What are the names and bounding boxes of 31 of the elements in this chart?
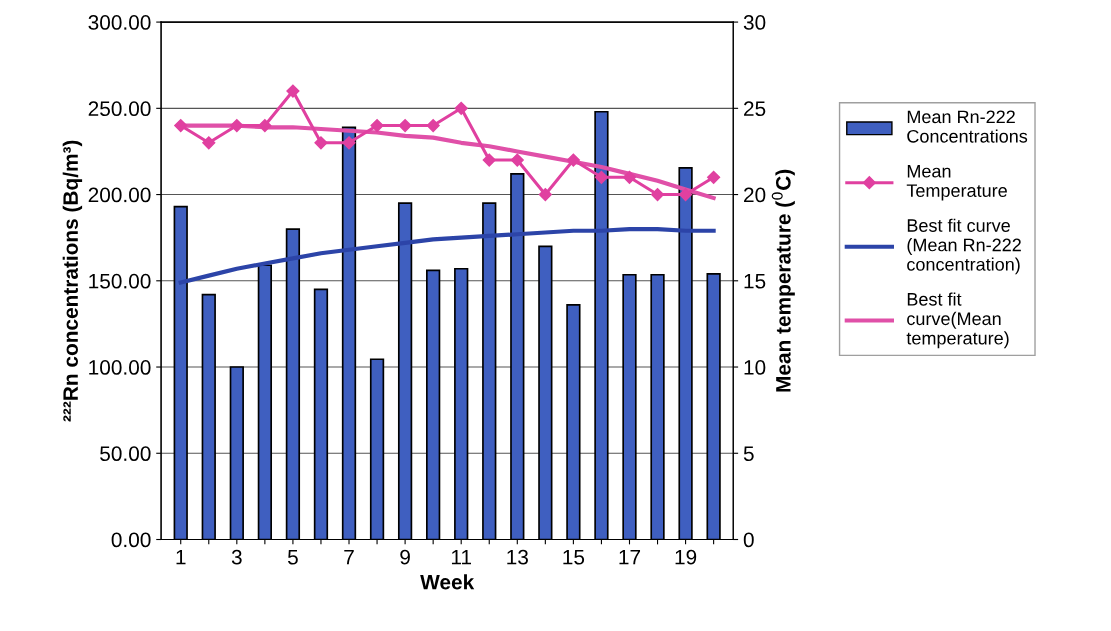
legend-label: Best fit curve (Mean Rn-222 concentration) (907, 218, 1021, 275)
y-axis-title: ²²²Rn concentrations (Bq/m³) (62, 140, 83, 422)
y2-axis-title: Mean temperature ($^{0}$C) (771, 169, 795, 392)
x-tick-label: 7 (344, 549, 354, 565)
x-tick-label: 9 (400, 549, 410, 565)
x-tick-label: 19 (675, 549, 697, 565)
y-tick-label: 300.00 (88, 15, 151, 30)
y2-tick-label: 25 (744, 101, 766, 117)
x-tick-label: 1 (176, 549, 186, 565)
x-tick-label: 5 (287, 549, 298, 565)
y-tick-label: 250.00 (88, 101, 151, 117)
y-tick-label: 200.00 (88, 187, 151, 203)
y-tick-label: 100.00 (89, 360, 151, 375)
x-tick-label: 15 (563, 549, 585, 565)
y2-tick-label: 30 (743, 15, 766, 30)
x-axis-title: Week (420, 574, 475, 590)
x-tick-label: 17 (619, 549, 641, 565)
y2-tick-label: 5 (743, 446, 754, 462)
x-tick-label: 11 (451, 549, 471, 565)
y2-tick-label: 0 (743, 532, 754, 548)
y2-tick-label: 10 (744, 360, 766, 375)
x-tick-label: 13 (507, 549, 528, 565)
y-tick-label: 150.00 (89, 273, 151, 289)
x-tick-label: 3 (231, 549, 242, 565)
y-tick-label: 50.00 (100, 446, 151, 462)
y2-tick-label: 20 (744, 187, 766, 203)
y-tick-label: 0.00 (111, 532, 151, 548)
legend-label: Mean Temperature (906, 164, 1007, 201)
legend-label: Best fit curve(Mean temperature) (906, 292, 1009, 349)
legend-label: Mean Rn-222 Concentrations (907, 110, 1028, 143)
y2-tick-label: 15 (744, 274, 766, 289)
